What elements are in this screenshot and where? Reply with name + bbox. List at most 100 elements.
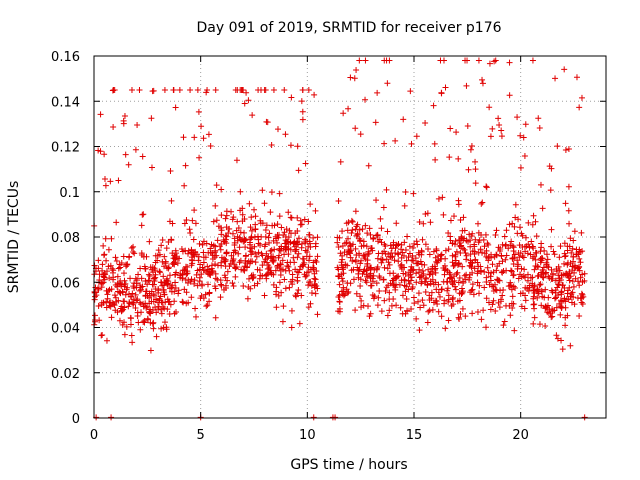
data-point: [399, 292, 406, 299]
data-point: [384, 228, 391, 235]
data-point: [138, 222, 145, 229]
data-point: [138, 275, 145, 282]
data-point: [95, 265, 102, 272]
data-point: [122, 291, 129, 298]
data-point: [299, 108, 306, 115]
data-point: [305, 304, 312, 311]
data-point: [510, 300, 517, 307]
data-point: [291, 243, 298, 250]
data-point: [450, 294, 457, 301]
data-point: [131, 250, 138, 257]
data-point: [475, 249, 482, 256]
data-point: [236, 234, 243, 241]
data-point: [125, 303, 132, 310]
data-point: [581, 270, 588, 277]
data-point: [402, 189, 409, 196]
data-point: [183, 217, 190, 224]
data-point: [405, 269, 412, 276]
data-point: [228, 208, 235, 215]
data-point: [274, 221, 281, 228]
data-point: [365, 162, 372, 169]
data-point: [561, 285, 568, 292]
data-point: [294, 238, 301, 245]
data-point: [132, 146, 139, 153]
data-point: [235, 225, 242, 232]
data-point: [487, 306, 494, 313]
data-point: [452, 286, 459, 293]
data-point: [145, 271, 152, 278]
data-point: [539, 255, 546, 262]
data-point: [261, 200, 268, 207]
data-point: [285, 209, 292, 216]
data-point: [158, 310, 165, 317]
data-point: [545, 264, 552, 271]
data-point: [395, 241, 402, 248]
data-point: [507, 312, 514, 319]
data-point: [230, 256, 237, 263]
data-point: [286, 284, 293, 291]
data-point: [179, 298, 186, 305]
data-point: [299, 262, 306, 269]
data-point: [483, 183, 490, 190]
data-point: [490, 288, 497, 295]
data-point: [576, 282, 583, 289]
data-point: [97, 148, 104, 155]
data-point: [373, 197, 380, 204]
data-point: [491, 58, 498, 65]
data-point: [312, 276, 319, 283]
data-point: [357, 131, 364, 138]
data-point: [410, 257, 417, 264]
data-point: [121, 112, 128, 119]
data-point: [438, 90, 445, 97]
data-point: [347, 74, 354, 81]
data-point: [524, 285, 531, 292]
data-point: [311, 270, 318, 277]
data-point: [456, 297, 463, 304]
data-point: [128, 332, 135, 339]
data-point: [541, 247, 548, 254]
data-point: [172, 104, 179, 111]
data-point: [209, 269, 216, 276]
data-point: [198, 271, 205, 278]
data-point: [290, 240, 297, 247]
x-tick-label: 0: [90, 428, 98, 443]
data-point: [267, 248, 274, 255]
data-point: [426, 307, 433, 314]
data-point: [263, 250, 270, 257]
data-point: [388, 302, 395, 309]
data-point: [435, 195, 442, 202]
data-point: [133, 297, 140, 304]
data-point: [348, 267, 355, 274]
data-point: [530, 212, 537, 219]
data-point: [150, 319, 157, 326]
data-point: [110, 124, 117, 131]
data-point: [467, 251, 474, 258]
data-point: [171, 288, 178, 295]
data-point: [161, 253, 168, 260]
data-point: [294, 274, 301, 281]
data-point: [130, 301, 137, 308]
data-point: [306, 253, 313, 260]
data-point: [124, 284, 131, 291]
data-point: [452, 257, 459, 264]
data-point: [128, 86, 135, 93]
data-point: [452, 251, 459, 258]
data-point: [495, 115, 502, 122]
data-point: [256, 275, 263, 282]
data-point: [147, 306, 154, 313]
data-point: [307, 300, 314, 307]
data-point: [356, 238, 363, 245]
data-point: [163, 245, 170, 252]
data-point: [483, 247, 490, 254]
data-point: [259, 187, 266, 194]
data-point: [263, 118, 270, 125]
data-point: [462, 250, 469, 257]
data-point: [485, 299, 492, 306]
data-point: [221, 272, 228, 279]
data-point: [529, 255, 536, 262]
data-point: [534, 273, 541, 280]
data-point: [246, 200, 253, 207]
data-point: [241, 229, 248, 236]
data-point: [401, 202, 408, 209]
data-point: [241, 215, 248, 222]
